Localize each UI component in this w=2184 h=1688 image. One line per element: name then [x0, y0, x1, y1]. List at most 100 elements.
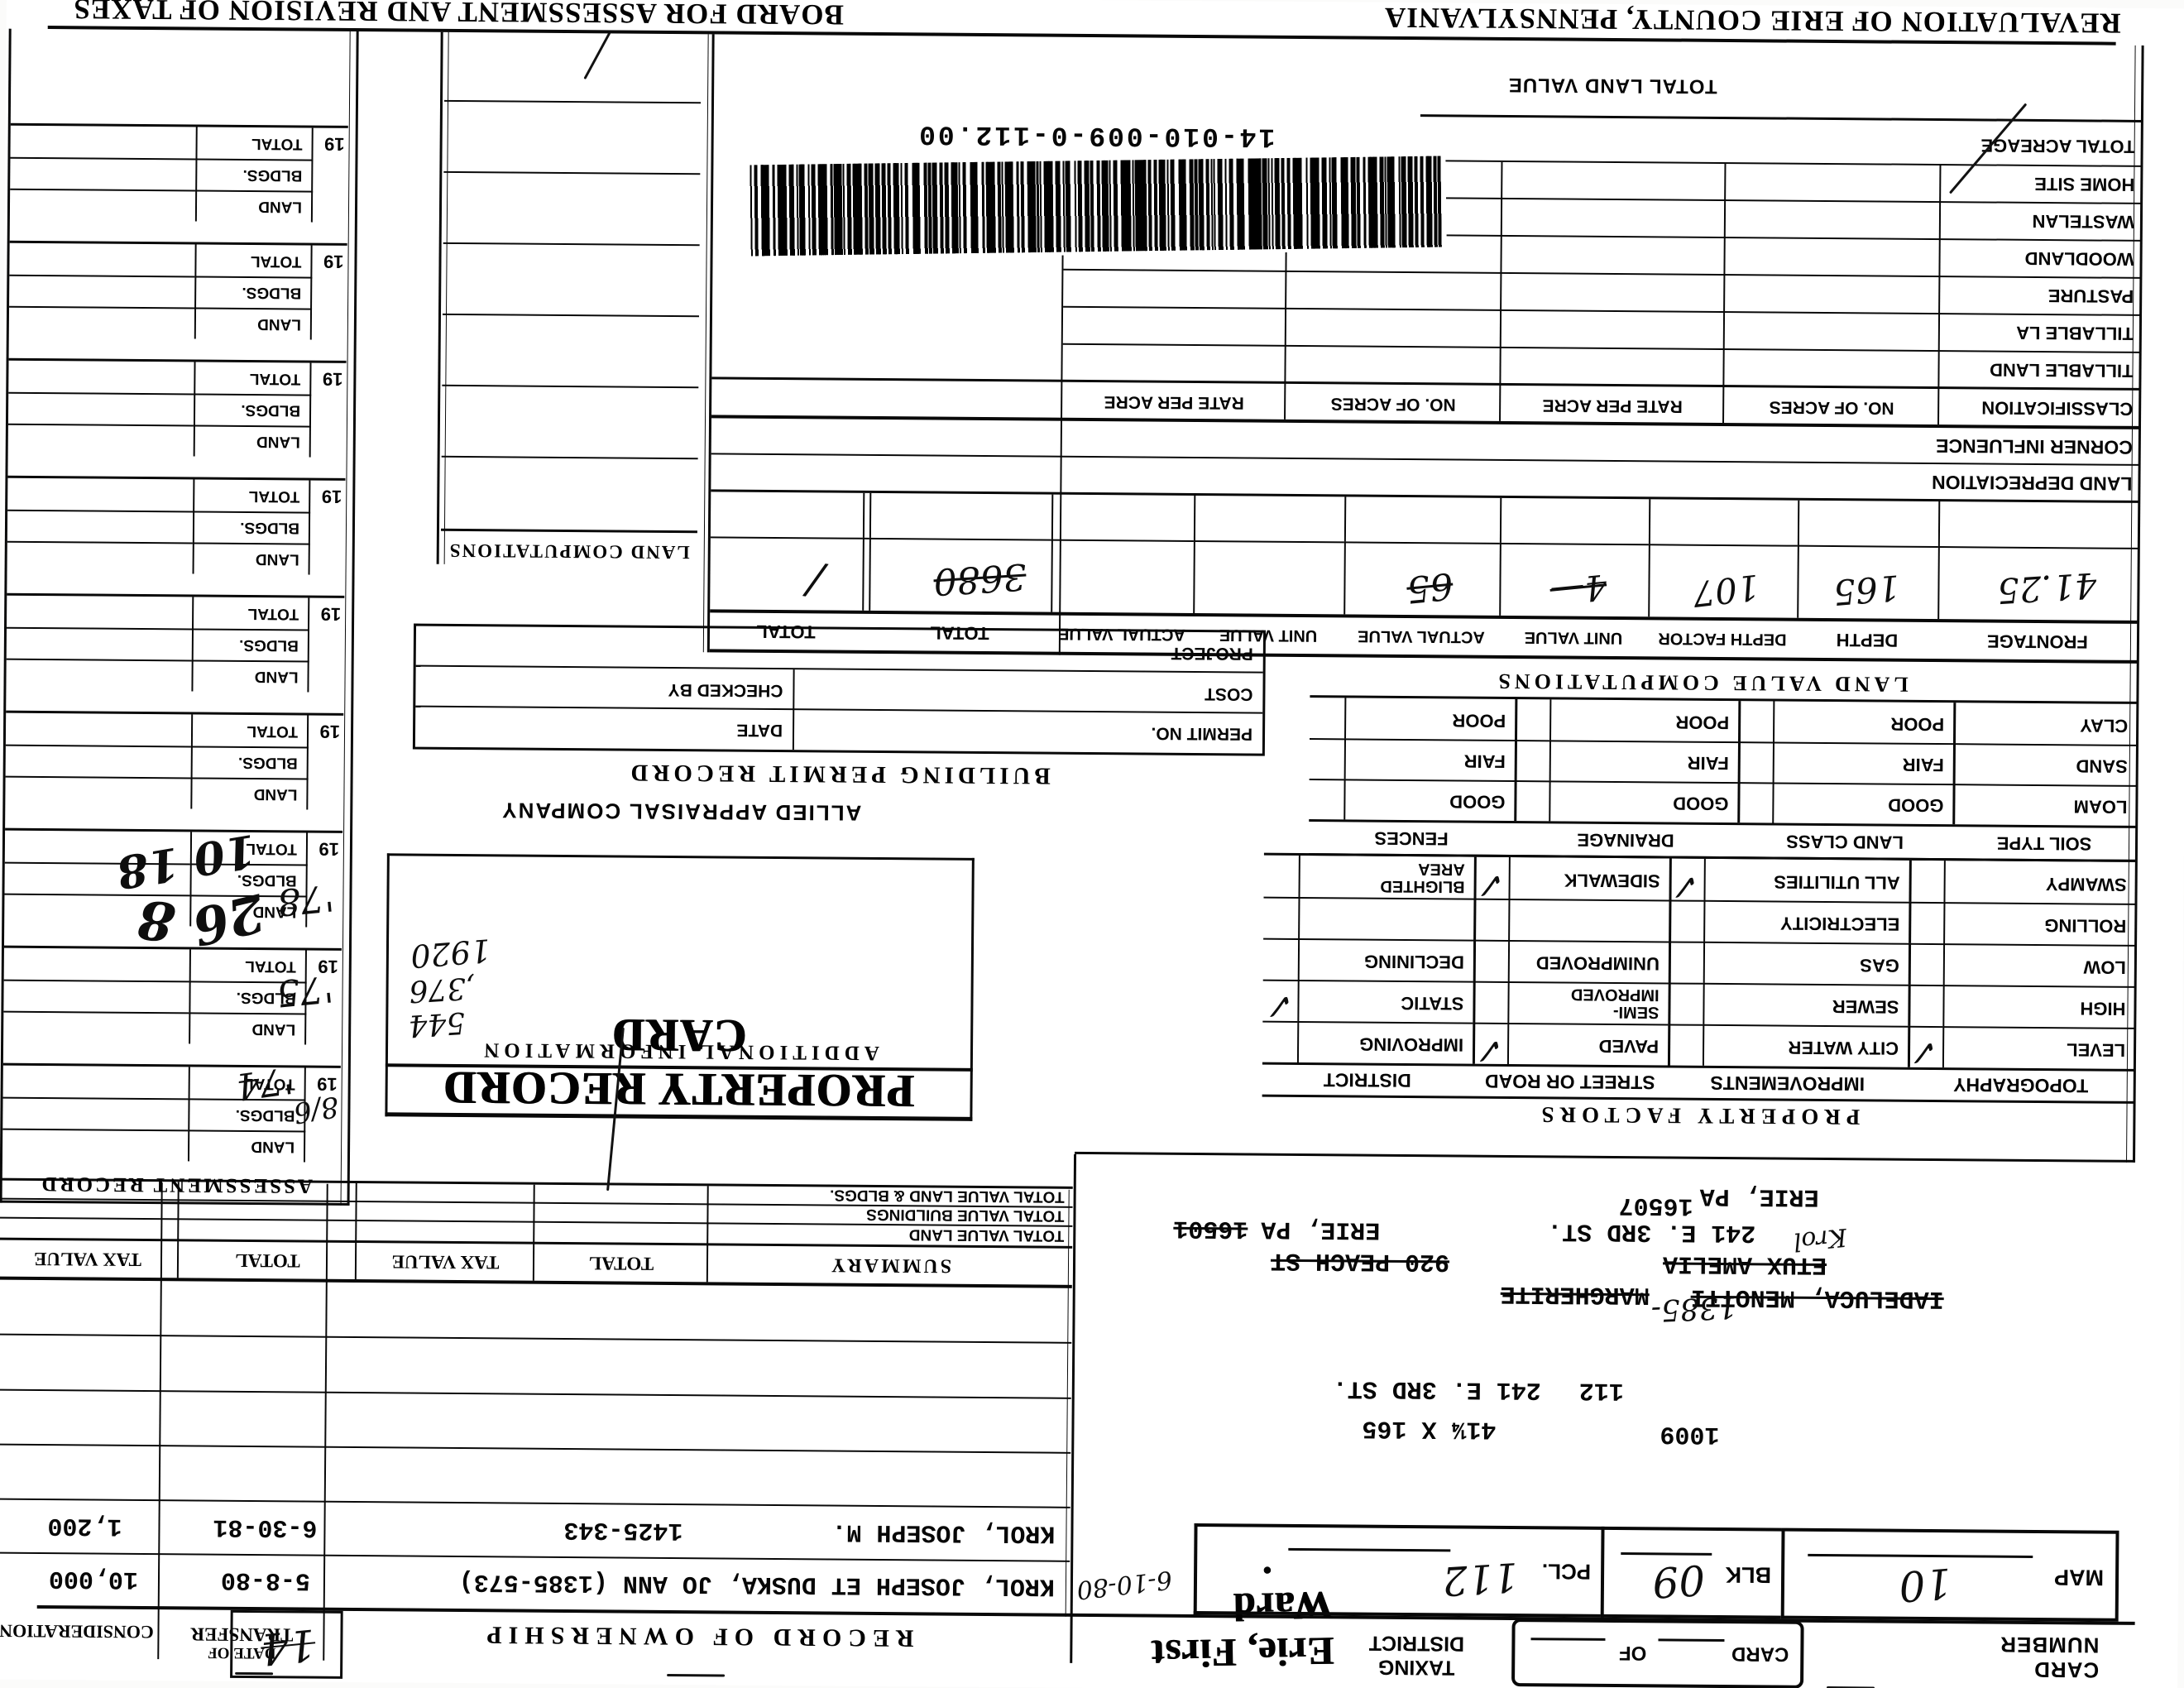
fences-fair-checkbox	[1309, 738, 1345, 779]
factors-col-district: DISTRICT	[1323, 1069, 1411, 1092]
factor-city-water-checkbox	[1667, 1024, 1703, 1066]
permit-date-label: DATE	[736, 720, 783, 741]
total-row-label: TOTAL	[192, 597, 310, 630]
factor-gas-checkbox	[1668, 941, 1704, 983]
land-row-label: LAND	[190, 777, 309, 810]
cell	[869, 492, 1052, 539]
total-row-label: TOTAL	[193, 479, 311, 512]
value-cell	[3, 1066, 189, 1099]
lot-dimensions: 41¼ X 165	[1362, 1413, 1497, 1443]
row-line	[711, 453, 2139, 466]
soil-sand: SAND	[1952, 743, 2137, 785]
factor-gas: GAS	[1703, 941, 1909, 985]
land-class-fair: FAIR	[1772, 741, 1953, 784]
handwritten-sum-total: 1920	[409, 932, 492, 975]
bldgs-row-label: BLDGS.	[190, 746, 309, 779]
land-row-label: LAND	[191, 659, 309, 693]
additional-information-title: ADDITIONAL INFORMATION	[479, 1038, 879, 1064]
value-cell	[7, 478, 193, 511]
cell	[1193, 495, 1345, 542]
factor-rolling-checkbox	[1909, 901, 1944, 944]
value-cell	[7, 423, 194, 457]
soil-loam: LOAM	[1952, 784, 2137, 826]
fill-line	[1658, 1638, 1725, 1642]
land-computations-column	[440, 31, 702, 534]
map-box: MAP 10	[1780, 1527, 2119, 1622]
land-row-label: LAND	[192, 542, 310, 575]
blk-label: BLK	[1725, 1562, 1772, 1588]
row-line	[1062, 343, 2140, 353]
value-cell	[8, 305, 195, 339]
class-row-label: HOME SITE	[2034, 173, 2135, 195]
bldgs-row-label: BLDGS.	[193, 393, 312, 426]
building-permit-table: PERMIT NO. DATE COST CHECKED BY PROJECT	[412, 623, 1267, 756]
value-cell	[6, 626, 193, 660]
value-cell	[8, 361, 194, 394]
factor-swampy: SWAMPY	[1943, 861, 2136, 904]
factor-improving: IMPROVING	[1296, 1020, 1473, 1064]
factor-level: LEVEL	[1942, 1026, 2135, 1069]
factor-declining: DECLINING	[1297, 938, 1474, 981]
card-of-box: CARD OF	[1511, 1618, 1804, 1688]
factor-semi-improved: SEMI- IMPROVED	[1507, 981, 1669, 1024]
unit-value-value: 4—	[1548, 566, 1609, 612]
card-number-label-line2: NUMBER	[2000, 1632, 2100, 1658]
no-of-acres-header: NO. OF ACRES	[1330, 394, 1456, 415]
soil-type-header: SOIL TYPE	[1996, 832, 2092, 855]
taxing-district-label: TAXING DISTRICT	[1342, 1630, 1491, 1680]
classification-header: CLASSIFICATION	[1981, 397, 2134, 420]
assessment-group: 19 LAND BLDGS. TOTAL	[5, 710, 344, 810]
permit-no-label: PERMIT NO.	[1151, 723, 1253, 744]
permit-checked-by-label: CHECKED BY	[668, 679, 783, 701]
value-cell	[5, 775, 191, 809]
barcode	[744, 149, 1447, 260]
factors-col-street: STREET OR ROAD	[1484, 1071, 1655, 1094]
old-city: ERIE, PA	[1261, 1214, 1381, 1244]
factor-sewer-checkbox	[1668, 982, 1703, 1024]
owner-row-date: 6-30-81	[213, 1512, 318, 1542]
pcl-box: PCL. 112 •	[1193, 1523, 1602, 1618]
land-row-label: LAND	[189, 1012, 307, 1045]
route-number: 1009	[1660, 1419, 1720, 1448]
value-cell	[6, 713, 191, 746]
card-number-label: CARD NUMBER	[2000, 1632, 2100, 1683]
factor-blighted-line1: BLIGHTED	[1380, 876, 1465, 896]
cell	[1499, 497, 1650, 544]
drainage-poor: POOR	[1549, 699, 1739, 742]
fences-poor: POOR	[1344, 698, 1516, 741]
fences-good: GOOD	[1343, 779, 1515, 822]
factor-semi-line1: SEMI-	[1612, 1002, 1660, 1022]
row-line	[0, 1551, 1070, 1562]
cell	[1797, 500, 1939, 547]
summary-col-total: TOTAL	[588, 1253, 654, 1274]
actual-value-value: 65	[1405, 563, 1455, 611]
value-cell	[5, 744, 191, 778]
value-cell	[7, 540, 193, 574]
factor-all-utilities: ALL UTILITIES	[1703, 858, 1909, 902]
total-acreage-label: TOTAL ACREAGE	[1980, 135, 2135, 157]
total-row-label: TOTAL	[194, 244, 313, 277]
owner-row-amount: 10,000	[48, 1564, 139, 1593]
street-address-2: 241 E. 3RD ST.	[1547, 1216, 1756, 1247]
map-value: 10	[1897, 1558, 1954, 1611]
soil-clay: CLAY	[1952, 703, 2138, 745]
assessment-handwriting: '75	[275, 966, 335, 1014]
factor-empty-cell	[1508, 898, 1669, 942]
value-cell	[2, 1128, 189, 1162]
depth-factor-value: 107	[1690, 566, 1761, 615]
divider	[792, 669, 795, 750]
card-slot-box: 14	[230, 1609, 343, 1679]
bldgs-row-label: BLDGS.	[194, 276, 313, 309]
row-line	[0, 1498, 1070, 1508]
class-row-label: WASTELAN	[2032, 210, 2135, 233]
factor-empty-cell	[1298, 896, 1474, 940]
land-class-good: GOOD	[1772, 782, 1953, 825]
record-of-ownership-title: RECORD OF OWNERSHIP	[480, 1621, 914, 1652]
rule	[1075, 1151, 2136, 1163]
summary-col-taxvalue: TAX VALUE	[34, 1248, 141, 1270]
column-gap	[862, 492, 870, 538]
frontage-value: 41.25	[1995, 564, 2098, 611]
handwritten-book-ref: 1385-	[1650, 1289, 1738, 1328]
factor-high: HIGH	[1942, 985, 2135, 1028]
total-land-value-label: TOTAL LAND VALUE	[1507, 73, 1717, 98]
